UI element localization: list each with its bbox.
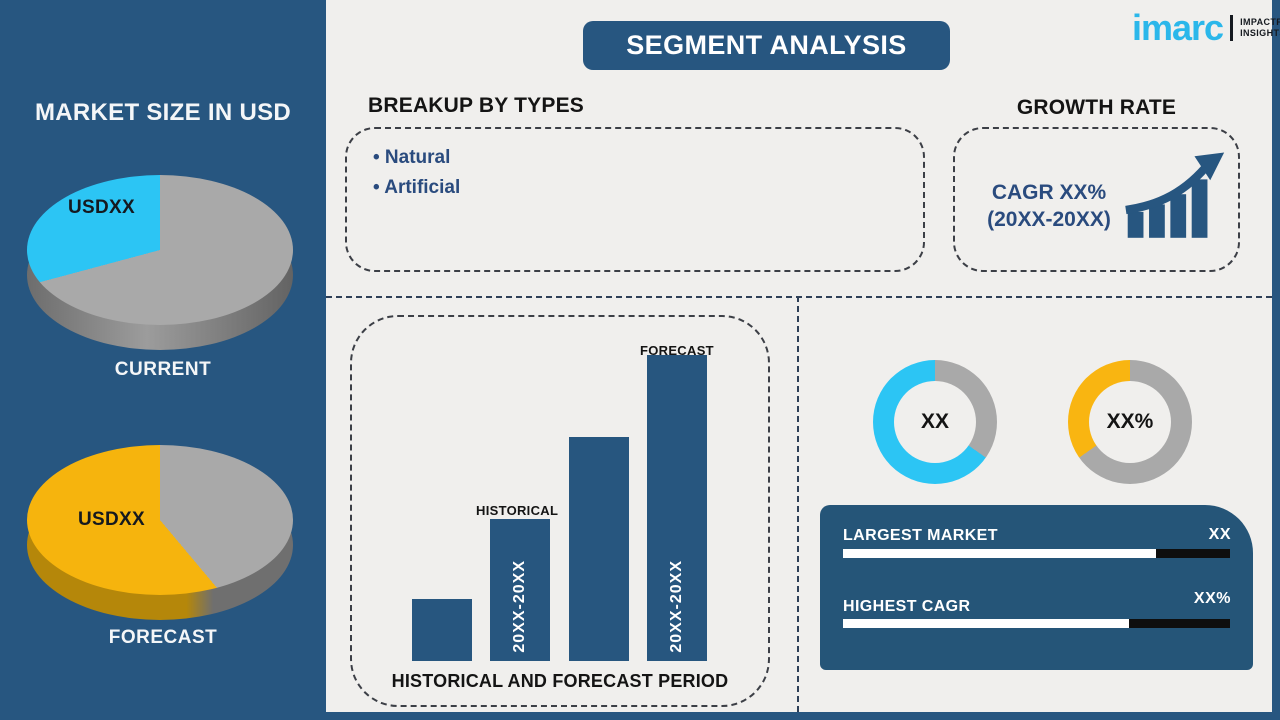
growth-box: CAGR XX% (20XX-20XX) (953, 127, 1240, 272)
period-chart-caption: HISTORICAL AND FORECAST PERIOD (391, 671, 729, 691)
largest-market-bar (843, 549, 1230, 558)
period-bar-historical (490, 519, 550, 661)
cagr-text: CAGR XX% (20XX-20XX) (987, 181, 1111, 231)
growth-heading: GROWTH RATE (1016, 96, 1177, 119)
breakup-box: • Natural • Artificial (345, 127, 925, 272)
forecast-pie (27, 445, 293, 595)
historical-period-text: 20XX-20XX (511, 560, 528, 653)
market-stats-box: LARGEST MARKET XX HIGHEST CAGR XX% (820, 505, 1253, 670)
market-size-sidebar: MARKET SIZE IN USD USDXX CURRENT USDXX F… (0, 0, 326, 720)
highest-cagr-donut: XX% (1068, 360, 1192, 484)
forecast-pie-chart: USDXX (27, 445, 293, 621)
breakup-item: • Natural (373, 147, 451, 168)
page-title: SEGMENT ANALYSIS (626, 30, 907, 60)
forecast-pie-caption: FORECAST (108, 627, 218, 648)
current-pie (27, 175, 293, 325)
current-pie-value-label: USDXX (68, 197, 135, 218)
growth-chart-icon (1125, 152, 1225, 238)
vertical-divider (797, 296, 799, 712)
imarc-logo-text: imarc (1132, 7, 1224, 48)
horizontal-divider (326, 296, 1272, 298)
largest-market-label: LARGEST MARKET (843, 527, 998, 544)
main-panel: SEGMENT ANALYSIS imarc IMPACTFUL INSIGHT… (326, 0, 1280, 712)
largest-market-value: XX (1208, 526, 1231, 543)
largest-market-bar-fill (843, 549, 1157, 558)
highest-cagr-value: XX% (1193, 590, 1231, 607)
period-bar-forecast (647, 355, 707, 661)
period-bar-3 (569, 437, 629, 661)
forecast-period-text: 20XX-20XX (668, 560, 685, 653)
sidebar-heading: MARKET SIZE IN USD (34, 99, 292, 126)
page-title-box: SEGMENT ANALYSIS (583, 21, 950, 70)
largest-market-donut-label: XX (920, 410, 949, 433)
highest-cagr-bar (843, 619, 1230, 628)
logo-divider (1230, 15, 1234, 41)
breakup-item: • Artificial (373, 177, 461, 198)
current-pie-caption: CURRENT (114, 359, 212, 380)
highest-cagr-bar-fill (843, 619, 1130, 628)
period-bar-1 (412, 599, 472, 661)
imarc-logo: imarc IMPACTFUL INSIGHTS (1132, 10, 1280, 46)
largest-market-donut: XX (873, 360, 997, 484)
highest-cagr-donut-label: XX% (1106, 410, 1154, 433)
logo-tagline: IMPACTFUL INSIGHTS (1240, 17, 1280, 38)
breakup-list: • Natural • Artificial (373, 143, 923, 203)
period-chart-box: HISTORICAL FORECAST 20XX-20XX 20XX-20XX … (350, 315, 770, 707)
forecast-label: FORECAST (640, 343, 714, 358)
forecast-pie-value-label: USDXX (78, 509, 145, 530)
breakup-heading: BREAKUP BY TYPES (368, 94, 584, 117)
highest-cagr-label: HIGHEST CAGR (843, 598, 971, 615)
historical-label: HISTORICAL (476, 503, 559, 518)
current-pie-chart: USDXX (27, 175, 293, 351)
